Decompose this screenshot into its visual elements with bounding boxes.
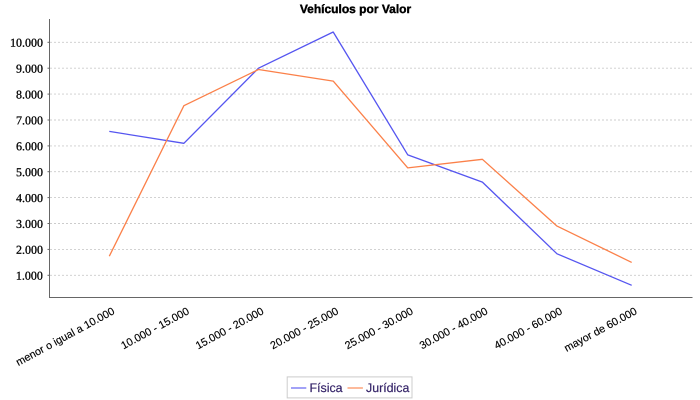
svg-text:3.000: 3.000: [16, 217, 43, 231]
svg-text:1.000: 1.000: [16, 269, 43, 283]
svg-text:9.000: 9.000: [16, 62, 43, 76]
svg-text:6.000: 6.000: [16, 139, 43, 153]
svg-text:10.000: 10.000: [10, 36, 43, 50]
svg-text:5.000: 5.000: [16, 165, 43, 179]
svg-text:8.000: 8.000: [16, 87, 43, 101]
svg-text:Física: Física: [309, 381, 342, 395]
svg-text:Vehículos por Valor: Vehículos por Valor: [300, 2, 412, 16]
svg-text:2.000: 2.000: [16, 243, 43, 257]
svg-text:Jurídica: Jurídica: [366, 381, 410, 395]
svg-text:4.000: 4.000: [16, 191, 43, 205]
svg-text:7.000: 7.000: [16, 113, 43, 127]
